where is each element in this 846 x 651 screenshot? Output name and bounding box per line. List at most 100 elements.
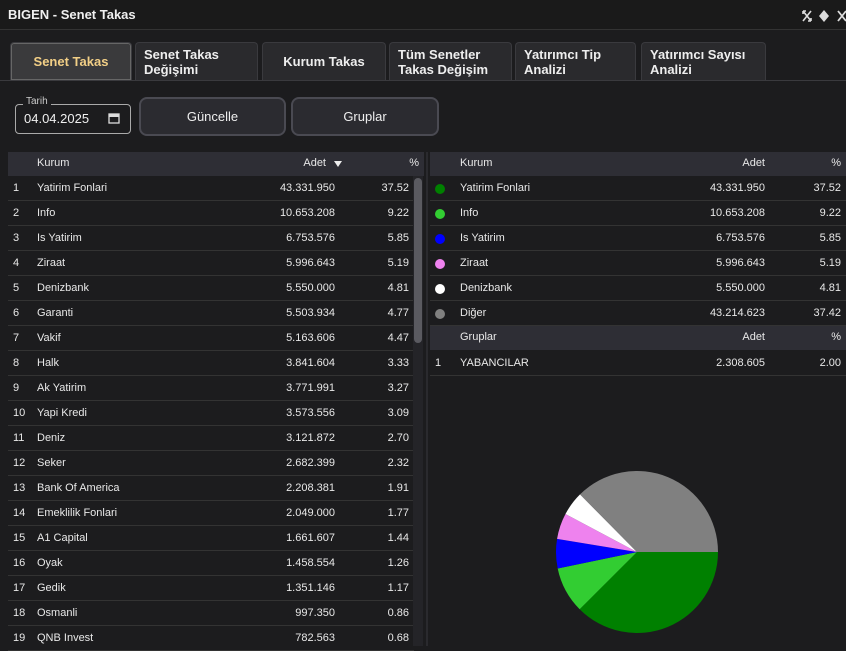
row-name: Is Yatirim (460, 232, 505, 244)
row-pct: 37.52 (813, 182, 841, 194)
table-row[interactable] (8, 426, 414, 451)
date-field[interactable] (15, 104, 131, 134)
column-header[interactable]: Adet (742, 157, 765, 169)
calendar-top (109, 114, 119, 117)
table-row[interactable] (8, 476, 414, 501)
button[interactable]: Gruplar (291, 97, 439, 136)
row-pct: 4.81 (387, 282, 409, 294)
row-index: 17 (13, 582, 26, 594)
row-pct: 2.70 (387, 432, 409, 444)
row-name: Diğer (460, 307, 487, 319)
tab[interactable]: Kurum Takas (262, 42, 386, 80)
row-pct: 1.26 (387, 557, 409, 569)
row-adet: 10.653.208 (279, 207, 335, 219)
row-name: Ak Yatirim (37, 382, 87, 394)
table-row[interactable] (430, 301, 846, 326)
row-adet: 5.550.000 (286, 282, 335, 294)
tab[interactable]: Senet Takas Değişimi (135, 42, 258, 80)
tab[interactable]: Senet Takas (10, 42, 132, 80)
row-index: 14 (13, 507, 26, 519)
scrollbar-thumb[interactable] (414, 178, 422, 343)
table-row[interactable] (8, 176, 414, 201)
table-header (8, 152, 424, 176)
table-row[interactable] (8, 501, 414, 526)
row-index: 6 (13, 307, 20, 319)
row-index: 16 (13, 557, 26, 569)
table-row[interactable] (8, 551, 414, 576)
button[interactable]: Güncelle (139, 97, 286, 136)
row-adet: 3.771.991 (286, 382, 335, 394)
table-row[interactable] (8, 601, 414, 626)
row-name: Garanti (37, 307, 74, 319)
column-header[interactable]: Adet (742, 331, 765, 343)
row-pct: 9.22 (387, 207, 409, 219)
row-index: 10 (13, 407, 26, 419)
table-row[interactable] (8, 201, 414, 226)
pie-slice (557, 513, 637, 552)
row-pct: 2.32 (387, 457, 409, 469)
date-label: Tarih (23, 96, 51, 107)
table-row[interactable] (8, 576, 414, 601)
row-pct: 4.77 (387, 307, 409, 319)
pie-slice (580, 471, 718, 552)
row-pct: 1.91 (387, 482, 409, 494)
sort-icon[interactable] (334, 160, 343, 168)
column-header[interactable]: % (409, 157, 419, 169)
table-row[interactable] (8, 226, 414, 251)
row-index: 9 (13, 382, 20, 394)
row-name: Denizbank (37, 282, 89, 294)
row-name: Emeklilik Fonlari (37, 507, 118, 519)
pie-slice (579, 552, 718, 633)
table-row[interactable] (8, 351, 414, 376)
table-row[interactable] (8, 376, 414, 401)
table-header (430, 326, 846, 350)
table-row[interactable] (430, 276, 846, 301)
window-icons[interactable] (800, 9, 846, 23)
tab[interactable]: Tüm Senetler Takas Değişim (389, 42, 512, 80)
row-adet: 2.208.381 (286, 482, 335, 494)
table-row[interactable] (430, 251, 846, 276)
row-pct: 9.22 (819, 207, 841, 219)
tab[interactable]: Yatırımcı Sayısı Analizi (641, 42, 766, 80)
row-index: 18 (13, 607, 26, 619)
table-row[interactable] (8, 251, 414, 276)
row-pct: 5.19 (387, 257, 409, 269)
table-row[interactable] (8, 276, 414, 301)
table-row[interactable] (430, 351, 846, 376)
calendar-icon[interactable] (108, 112, 120, 124)
row-adet: 3.841.604 (286, 357, 335, 369)
row-index: 13 (13, 482, 26, 494)
tab[interactable]: Yatırımcı Tip Analizi (515, 42, 636, 80)
row-pct: 5.85 (819, 232, 841, 244)
table-row[interactable] (430, 176, 846, 201)
row-adet: 2.308.605 (716, 357, 765, 369)
table-row[interactable] (8, 526, 414, 551)
scrollbar-track (413, 176, 423, 646)
table-row[interactable] (8, 451, 414, 476)
column-header[interactable]: % (831, 331, 841, 343)
column-header[interactable]: Gruplar (460, 331, 497, 343)
row-adet: 3.573.556 (286, 407, 335, 419)
row-name: Oyak (37, 557, 63, 569)
table-row[interactable] (8, 401, 414, 426)
row-pct: 5.85 (387, 232, 409, 244)
row-index: 1 (435, 357, 442, 369)
row-name: YABANCILAR (460, 357, 529, 369)
row-adet: 10.653.208 (709, 207, 765, 219)
table-row[interactable] (430, 226, 846, 251)
table-header (430, 152, 846, 176)
row-adet: 5.503.934 (286, 307, 335, 319)
column-header[interactable]: Kurum (460, 157, 493, 169)
date-value: 04.04.2025 (24, 111, 90, 126)
column-header[interactable]: Adet (303, 157, 326, 169)
row-adet: 1.661.607 (286, 532, 335, 544)
row-index: 7 (13, 332, 20, 344)
pie-slice (557, 552, 637, 610)
table-row[interactable] (8, 326, 414, 351)
pie-slice (565, 494, 637, 552)
column-header[interactable]: Kurum (37, 157, 70, 169)
table-row[interactable] (430, 201, 846, 226)
table-row[interactable] (8, 301, 414, 326)
row-index: 5 (13, 282, 20, 294)
column-header[interactable]: % (831, 157, 841, 169)
